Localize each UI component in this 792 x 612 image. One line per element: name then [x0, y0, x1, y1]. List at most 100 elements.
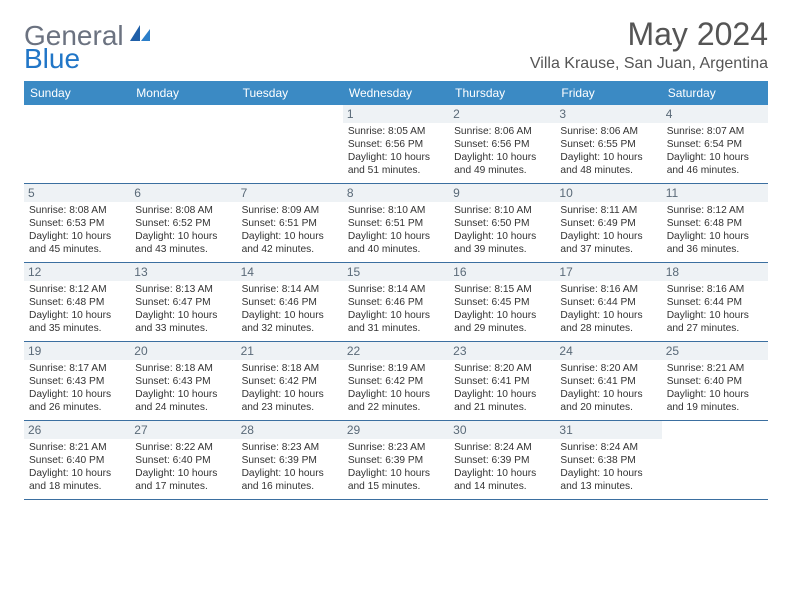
day-details: Sunrise: 8:23 AMSunset: 6:39 PMDaylight:… — [348, 441, 444, 493]
day-details: Sunrise: 8:18 AMSunset: 6:43 PMDaylight:… — [135, 362, 231, 414]
day-number: 15 — [343, 263, 449, 281]
calendar-cell: 8 Sunrise: 8:10 AMSunset: 6:51 PMDaylight… — [343, 184, 449, 262]
calendar-cell: 26 Sunrise: 8:21 AMSunset: 6:40 PMDayligh… — [24, 421, 130, 499]
day-details: Sunrise: 8:14 AMSunset: 6:46 PMDaylight:… — [348, 283, 444, 335]
day-details: Sunrise: 8:06 AMSunset: 6:56 PMDaylight:… — [454, 125, 550, 177]
day-number: 30 — [449, 421, 555, 439]
day-number: 12 — [24, 263, 130, 281]
day-details: Sunrise: 8:08 AMSunset: 6:53 PMDaylight:… — [29, 204, 125, 256]
calendar: SundayMondayTuesdayWednesdayThursdayFrid… — [24, 81, 768, 500]
calendar-cell: 11 Sunrise: 8:12 AMSunset: 6:48 PMDayligh… — [662, 184, 768, 262]
day-number: 6 — [130, 184, 236, 202]
calendar-page: General May 2024 Villa Krause, San Juan,… — [0, 0, 792, 516]
day-header-tuesday: Tuesday — [237, 81, 343, 105]
day-number: 21 — [237, 342, 343, 360]
day-details: Sunrise: 8:09 AMSunset: 6:51 PMDaylight:… — [242, 204, 338, 256]
day-header-friday: Friday — [555, 81, 661, 105]
day-header-sunday: Sunday — [24, 81, 130, 105]
day-header-row: SundayMondayTuesdayWednesdayThursdayFrid… — [24, 81, 768, 105]
week-row: 5 Sunrise: 8:08 AMSunset: 6:53 PMDaylight… — [24, 184, 768, 263]
day-number: 7 — [237, 184, 343, 202]
day-number: 9 — [449, 184, 555, 202]
day-details: Sunrise: 8:24 AMSunset: 6:38 PMDaylight:… — [560, 441, 656, 493]
calendar-cell: 10 Sunrise: 8:11 AMSunset: 6:49 PMDayligh… — [555, 184, 661, 262]
day-details: Sunrise: 8:06 AMSunset: 6:55 PMDaylight:… — [560, 125, 656, 177]
calendar-cell: 16Sunrise: 8:15 AMSunset: 6:45 PMDayligh… — [449, 263, 555, 341]
day-details: Sunrise: 8:19 AMSunset: 6:42 PMDaylight:… — [348, 362, 444, 414]
day-details: Sunrise: 8:10 AMSunset: 6:51 PMDaylight:… — [348, 204, 444, 256]
weeks-container: 1 Sunrise: 8:05 AMSunset: 6:56 PMDaylight… — [24, 105, 768, 500]
day-details: Sunrise: 8:14 AMSunset: 6:46 PMDaylight:… — [242, 283, 338, 335]
calendar-cell: 4 Sunrise: 8:07 AMSunset: 6:54 PMDaylight… — [662, 105, 768, 183]
day-number: 19 — [24, 342, 130, 360]
calendar-cell: 25Sunrise: 8:21 AMSunset: 6:40 PMDayligh… — [662, 342, 768, 420]
day-details: Sunrise: 8:12 AMSunset: 6:48 PMDaylight:… — [29, 283, 125, 335]
calendar-cell: 19 Sunrise: 8:17 AMSunset: 6:43 PMDayligh… — [24, 342, 130, 420]
calendar-cell: 9 Sunrise: 8:10 AMSunset: 6:50 PMDaylight… — [449, 184, 555, 262]
logo-text-blue: Blue — [24, 43, 80, 74]
calendar-cell: 22 Sunrise: 8:19 AMSunset: 6:42 PMDayligh… — [343, 342, 449, 420]
day-number: 4 — [662, 105, 768, 123]
calendar-cell: 23Sunrise: 8:20 AMSunset: 6:41 PMDayligh… — [449, 342, 555, 420]
day-details: Sunrise: 8:16 AMSunset: 6:44 PMDaylight:… — [560, 283, 656, 335]
calendar-cell — [130, 105, 236, 183]
calendar-cell: 2 Sunrise: 8:06 AMSunset: 6:56 PMDaylight… — [449, 105, 555, 183]
day-details: Sunrise: 8:08 AMSunset: 6:52 PMDaylight:… — [135, 204, 231, 256]
day-details: Sunrise: 8:17 AMSunset: 6:43 PMDaylight:… — [29, 362, 125, 414]
day-number: 27 — [130, 421, 236, 439]
calendar-cell: 6 Sunrise: 8:08 AMSunset: 6:52 PMDaylight… — [130, 184, 236, 262]
week-row: 1 Sunrise: 8:05 AMSunset: 6:56 PMDaylight… — [24, 105, 768, 184]
day-details: Sunrise: 8:11 AMSunset: 6:49 PMDaylight:… — [560, 204, 656, 256]
day-number: 22 — [343, 342, 449, 360]
day-number: 2 — [449, 105, 555, 123]
day-header-saturday: Saturday — [662, 81, 768, 105]
day-details: Sunrise: 8:12 AMSunset: 6:48 PMDaylight:… — [667, 204, 763, 256]
day-details: Sunrise: 8:21 AMSunset: 6:40 PMDaylight:… — [29, 441, 125, 493]
day-number: 26 — [24, 421, 130, 439]
day-details: Sunrise: 8:18 AMSunset: 6:42 PMDaylight:… — [242, 362, 338, 414]
calendar-cell: 7 Sunrise: 8:09 AMSunset: 6:51 PMDaylight… — [237, 184, 343, 262]
calendar-cell: 30 Sunrise: 8:24 AMSunset: 6:39 PMDayligh… — [449, 421, 555, 499]
day-header-monday: Monday — [130, 81, 236, 105]
day-details: Sunrise: 8:16 AMSunset: 6:44 PMDaylight:… — [667, 283, 763, 335]
day-details: Sunrise: 8:05 AMSunset: 6:56 PMDaylight:… — [348, 125, 444, 177]
day-number: 20 — [130, 342, 236, 360]
day-details: Sunrise: 8:24 AMSunset: 6:39 PMDaylight:… — [454, 441, 550, 493]
calendar-cell: 20 Sunrise: 8:18 AMSunset: 6:43 PMDayligh… — [130, 342, 236, 420]
calendar-cell — [237, 105, 343, 183]
day-details: Sunrise: 8:07 AMSunset: 6:54 PMDaylight:… — [667, 125, 763, 177]
calendar-cell — [662, 421, 768, 499]
calendar-cell: 3 Sunrise: 8:06 AMSunset: 6:55 PMDaylight… — [555, 105, 661, 183]
calendar-cell: 24Sunrise: 8:20 AMSunset: 6:41 PMDayligh… — [555, 342, 661, 420]
calendar-cell: 28Sunrise: 8:23 AMSunset: 6:39 PMDayligh… — [237, 421, 343, 499]
day-details: Sunrise: 8:20 AMSunset: 6:41 PMDaylight:… — [560, 362, 656, 414]
day-number: 11 — [662, 184, 768, 202]
day-number: 17 — [555, 263, 661, 281]
day-details: Sunrise: 8:13 AMSunset: 6:47 PMDaylight:… — [135, 283, 231, 335]
day-number: 1 — [343, 105, 449, 123]
calendar-cell: 31Sunrise: 8:24 AMSunset: 6:38 PMDayligh… — [555, 421, 661, 499]
calendar-cell: 15 Sunrise: 8:14 AMSunset: 6:46 PMDayligh… — [343, 263, 449, 341]
day-details: Sunrise: 8:20 AMSunset: 6:41 PMDaylight:… — [454, 362, 550, 414]
day-number: 25 — [662, 342, 768, 360]
day-number: 8 — [343, 184, 449, 202]
day-number: 13 — [130, 263, 236, 281]
day-number: 5 — [24, 184, 130, 202]
day-number: 10 — [555, 184, 661, 202]
calendar-cell: 27Sunrise: 8:22 AMSunset: 6:40 PMDayligh… — [130, 421, 236, 499]
calendar-cell — [24, 105, 130, 183]
day-number: 16 — [449, 263, 555, 281]
day-number: 14 — [237, 263, 343, 281]
day-details: Sunrise: 8:10 AMSunset: 6:50 PMDaylight:… — [454, 204, 550, 256]
day-number: 3 — [555, 105, 661, 123]
calendar-cell: 29Sunrise: 8:23 AMSunset: 6:39 PMDayligh… — [343, 421, 449, 499]
calendar-cell: 21 Sunrise: 8:18 AMSunset: 6:42 PMDayligh… — [237, 342, 343, 420]
calendar-cell: 1 Sunrise: 8:05 AMSunset: 6:56 PMDaylight… — [343, 105, 449, 183]
calendar-cell: 12 Sunrise: 8:12 AMSunset: 6:48 PMDayligh… — [24, 263, 130, 341]
day-number: 18 — [662, 263, 768, 281]
calendar-cell: 18 Sunrise: 8:16 AMSunset: 6:44 PMDayligh… — [662, 263, 768, 341]
day-header-thursday: Thursday — [449, 81, 555, 105]
day-number: 28 — [237, 421, 343, 439]
week-row: 26 Sunrise: 8:21 AMSunset: 6:40 PMDayligh… — [24, 421, 768, 500]
calendar-cell: 13 Sunrise: 8:13 AMSunset: 6:47 PMDayligh… — [130, 263, 236, 341]
